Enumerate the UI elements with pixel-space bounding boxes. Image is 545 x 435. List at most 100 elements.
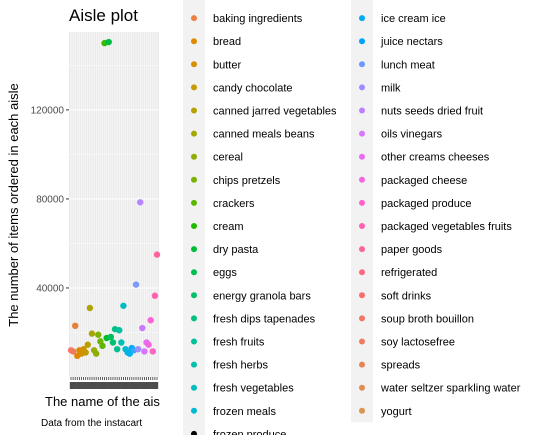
- legend-label: packaged cheese: [381, 175, 467, 187]
- legend-label: soft drinks: [381, 290, 432, 302]
- data-point: [82, 349, 89, 356]
- legend-label: cream: [213, 221, 244, 233]
- legend-label: paper goods: [381, 244, 443, 256]
- legend-swatch: [191, 384, 197, 391]
- chart-caption: Data from the instacart: [41, 418, 142, 429]
- y-axis-label: The number of items ordered in each aisl…: [6, 83, 21, 327]
- legend-swatch: [359, 176, 365, 183]
- x-tick-label-overlap: [155, 382, 159, 389]
- x-tick-label-overlap: [149, 382, 152, 389]
- x-tick-label-overlap: [134, 382, 138, 389]
- x-tick-label-overlap: [141, 382, 144, 389]
- x-tick-label-overlap: [97, 382, 100, 389]
- legend-swatch: [191, 223, 197, 229]
- data-point: [99, 342, 106, 350]
- legend-swatch: [191, 84, 197, 91]
- data-point: [113, 345, 121, 353]
- legend-swatch: [191, 199, 197, 206]
- legend-label: milk: [381, 82, 401, 94]
- legend-label: packaged produce: [381, 198, 472, 210]
- chart-title: Aisle plot: [69, 6, 138, 25]
- legend-swatch: [191, 361, 197, 368]
- data-point: [153, 251, 161, 258]
- x-tick-label-overlap: [132, 382, 136, 389]
- data-point: [137, 199, 144, 206]
- legend-swatch: [359, 130, 365, 137]
- legend-swatch: [191, 15, 197, 22]
- legend-label: spreads: [381, 360, 421, 372]
- x-tick-label-overlap: [122, 382, 125, 389]
- x-tick-label-overlap: [76, 382, 79, 389]
- legend-swatch: [191, 407, 197, 414]
- x-tick-label-overlap: [147, 382, 150, 389]
- legend-swatch: [359, 153, 365, 160]
- legend-swatch: [191, 61, 197, 68]
- x-tick-label-overlap: [99, 382, 102, 389]
- x-tick-label-overlap: [92, 382, 96, 389]
- data-point: [92, 350, 100, 357]
- data-point: [86, 304, 94, 312]
- legend-label: candy chocolate: [213, 82, 293, 94]
- legend-label: cereal: [213, 152, 243, 164]
- legend-swatch: [359, 199, 365, 206]
- legend-label: bread: [213, 36, 241, 48]
- legend-label: juice nectars: [380, 36, 443, 48]
- legend-swatch: [191, 269, 197, 276]
- legend-label: frozen produce: [213, 429, 286, 435]
- data-point: [71, 322, 79, 330]
- x-tick-label-overlap: [88, 382, 92, 389]
- data-point: [107, 333, 115, 341]
- x-tick-label-overlap: [107, 382, 110, 389]
- legend-swatch: [359, 84, 365, 91]
- legend-label: butter: [213, 59, 241, 71]
- legend-label: soy lactosefree: [381, 337, 455, 349]
- legend-label: oils vinegars: [381, 129, 443, 141]
- x-axis-label: The name of the ais: [45, 394, 160, 409]
- legend-swatch: [359, 269, 365, 276]
- legend-swatch: [359, 407, 365, 414]
- data-point: [147, 317, 154, 324]
- data-point: [95, 331, 102, 338]
- legend-swatch: [359, 38, 365, 45]
- legend-label: energy granola bars: [213, 290, 311, 302]
- data-point: [139, 324, 146, 332]
- x-tick-label-overlap: [115, 382, 119, 389]
- legend-swatch: [191, 176, 197, 183]
- legend-swatch: [191, 246, 197, 253]
- legend-label: fresh vegetables: [213, 383, 294, 395]
- x-tick-label-overlap: [94, 382, 98, 389]
- legend-swatch: [191, 315, 197, 322]
- x-tick-label-overlap: [111, 382, 115, 389]
- legend-swatch: [191, 338, 197, 345]
- data-point: [69, 348, 77, 355]
- data-point: [141, 348, 148, 355]
- legend-key: [183, 0, 205, 7]
- scatter-points: [67, 38, 161, 360]
- legend-key: [351, 0, 373, 7]
- plot-panel: [69, 32, 159, 377]
- x-axis-ticks: [69, 377, 159, 389]
- legend-label: canned meals beans: [213, 129, 315, 141]
- data-point: [88, 330, 96, 337]
- legend-label: other creams cheeses: [381, 152, 490, 164]
- legend: baking ingredients bread butter candy choco…: [183, 0, 521, 435]
- legend-label: refrigerated: [381, 267, 437, 279]
- legend-label: soup broth bouillon: [381, 313, 474, 325]
- legend-label: lunch meat: [381, 59, 435, 71]
- x-tick-label-overlap: [86, 382, 89, 389]
- x-tick-label-overlap: [73, 382, 77, 389]
- legend-label: chips pretzels: [213, 175, 281, 187]
- x-tick-label-overlap: [136, 382, 140, 389]
- legend-label: nuts seeds dried fruit: [381, 106, 483, 118]
- legend-swatch: [191, 38, 197, 45]
- legend-swatch: [359, 361, 365, 368]
- x-tick-label-overlap: [84, 382, 87, 389]
- data-point: [151, 292, 159, 299]
- legend-swatch: [191, 130, 197, 137]
- legend-label: water seltzer sparkling water: [380, 383, 521, 395]
- x-tick-label-overlap: [120, 382, 123, 389]
- y-tick-label: 40000: [36, 283, 64, 294]
- x-tick-label-overlap: [139, 382, 142, 389]
- x-tick-label-overlap: [145, 382, 148, 389]
